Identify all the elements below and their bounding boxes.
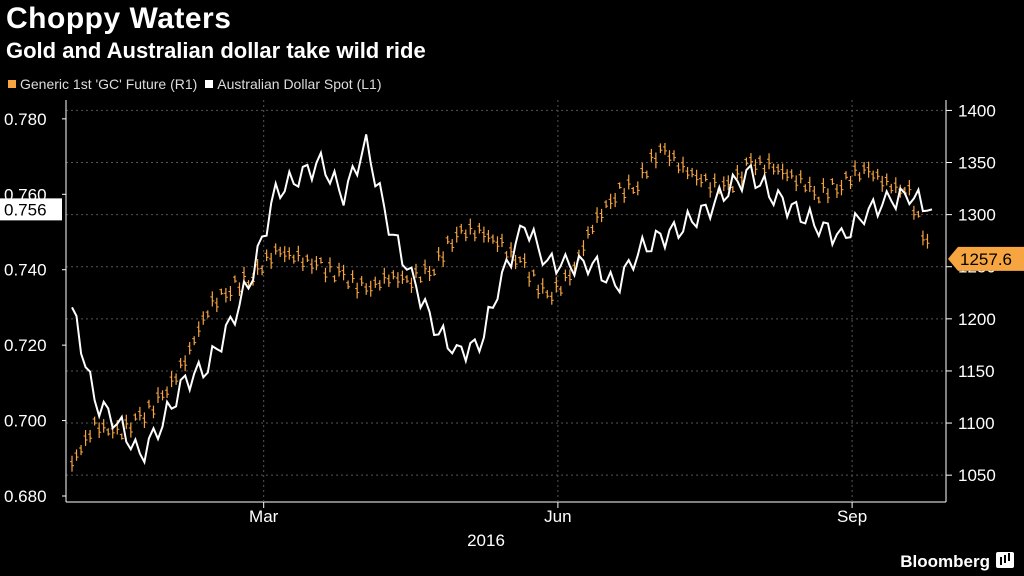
right-tick-label: 1050 [958,466,996,485]
left-tick-label: 0.740 [4,261,47,280]
aud-line [71,134,933,466]
x-tick-label: Sep [837,507,867,526]
right-tick-label: 1100 [958,414,995,433]
left-tick-label: 0.720 [4,336,47,355]
bloomberg-chart-icon [996,552,1014,568]
bloomberg-logo: Bloomberg [900,552,990,571]
aud-current-value: 0.756 [4,200,47,219]
gold-current-value: 1257.6 [960,250,1012,269]
x-tick-label: Mar [249,507,279,526]
legend-item-aud: Australian Dollar Spot (L1) [205,76,381,92]
legend: Generic 1st 'GC' Future (R1) Australian … [8,76,381,92]
aud-current-tag [0,198,62,221]
left-tick-label: 0.700 [4,412,47,431]
right-tick-label: 1200 [958,310,996,329]
right-tick-label: 1150 [958,362,995,381]
left-tick-label: 0.680 [4,487,47,506]
right-tick-label: 1350 [958,154,996,173]
right-tick-label: 1400 [958,101,996,120]
right-tick-label: 1300 [958,206,996,225]
legend-item-gold: Generic 1st 'GC' Future (R1) [8,76,197,92]
legend-label-gold: Generic 1st 'GC' Future (R1) [20,76,198,92]
x-axis-label: 2016 [467,531,505,550]
chart-title: Choppy Waters [6,2,232,35]
aud-swatch [205,80,214,88]
legend-label-aud: Australian Dollar Spot (L1) [217,76,382,92]
chart-subtitle: Gold and Australian dollar take wild rid… [6,38,426,63]
gold-current-tag [948,246,1024,271]
gold-swatch [8,80,16,88]
left-tick-label: 0.780 [4,110,47,129]
x-tick-label: Jun [544,507,571,526]
